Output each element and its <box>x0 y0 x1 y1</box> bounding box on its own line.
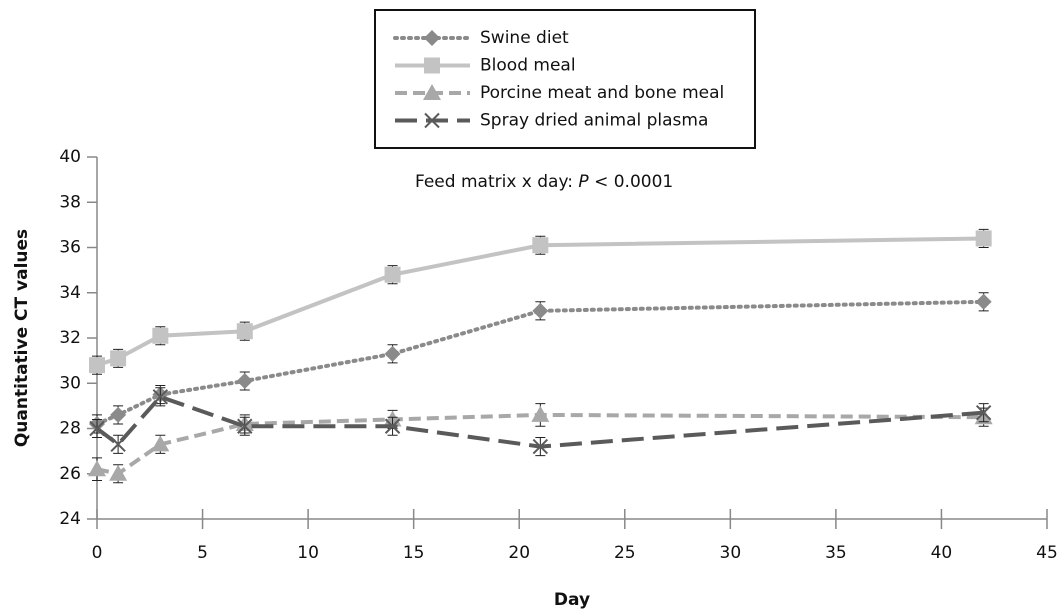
annotation-text: < 0.0001 <box>589 172 674 192</box>
legend-label: Swine diet <box>480 28 569 48</box>
annotation-text: P <box>578 172 589 192</box>
marker <box>531 405 550 422</box>
marker <box>109 464 128 481</box>
marker <box>424 57 440 74</box>
legend-box <box>374 9 756 149</box>
y-tick-label: 40 <box>59 147 81 167</box>
x-tick-label: 10 <box>297 543 319 563</box>
y-tick-label: 32 <box>59 328 81 348</box>
legend-label: Blood meal <box>480 56 576 76</box>
marker <box>110 406 127 423</box>
marker <box>88 460 106 477</box>
y-tick-label: 24 <box>59 509 81 529</box>
marker <box>110 350 127 367</box>
y-tick-label: 26 <box>59 464 81 484</box>
x-tick-label: 15 <box>403 543 425 563</box>
y-tick-label: 28 <box>59 419 81 439</box>
marker <box>532 302 549 319</box>
y-tick-label: 30 <box>59 373 81 393</box>
marker <box>423 84 441 100</box>
x-tick-label: 5 <box>197 543 208 563</box>
marker <box>237 418 253 434</box>
marker <box>152 389 169 405</box>
y-tick-label: 34 <box>59 283 81 303</box>
x-axis-label: Day <box>554 590 590 610</box>
marker <box>424 112 440 129</box>
annotation-text: Feed matrix x day: <box>415 172 578 192</box>
marker <box>151 435 170 452</box>
marker <box>975 404 992 421</box>
legend-label: Porcine meat and bone meal <box>480 83 724 103</box>
marker <box>236 372 253 389</box>
x-tick-label: 35 <box>825 543 847 563</box>
x-tick-label: 40 <box>931 543 953 563</box>
marker <box>89 420 105 437</box>
marker <box>975 230 992 247</box>
marker <box>975 293 992 310</box>
legend-label: Spray dried animal plasma <box>480 111 708 131</box>
x-tick-label: 20 <box>508 543 530 563</box>
marker <box>384 418 401 434</box>
x-tick-label: 30 <box>720 543 742 563</box>
marker <box>110 436 126 453</box>
y-tick-label: 36 <box>59 238 81 258</box>
x-tick-label: 25 <box>614 543 636 563</box>
y-axis-label: Quantitative CT values <box>12 229 32 447</box>
x-tick-label: 45 <box>1036 543 1058 563</box>
marker <box>532 438 549 455</box>
y-tick-label: 38 <box>59 192 81 212</box>
marker <box>384 266 401 283</box>
x-tick-label: 0 <box>92 543 103 563</box>
marker <box>89 357 105 374</box>
marker <box>236 323 253 340</box>
annotation: Feed matrix x day: P < 0.0001 <box>415 172 673 192</box>
marker <box>424 30 440 46</box>
marker <box>152 327 169 344</box>
marker <box>532 237 549 254</box>
marker <box>384 345 401 362</box>
